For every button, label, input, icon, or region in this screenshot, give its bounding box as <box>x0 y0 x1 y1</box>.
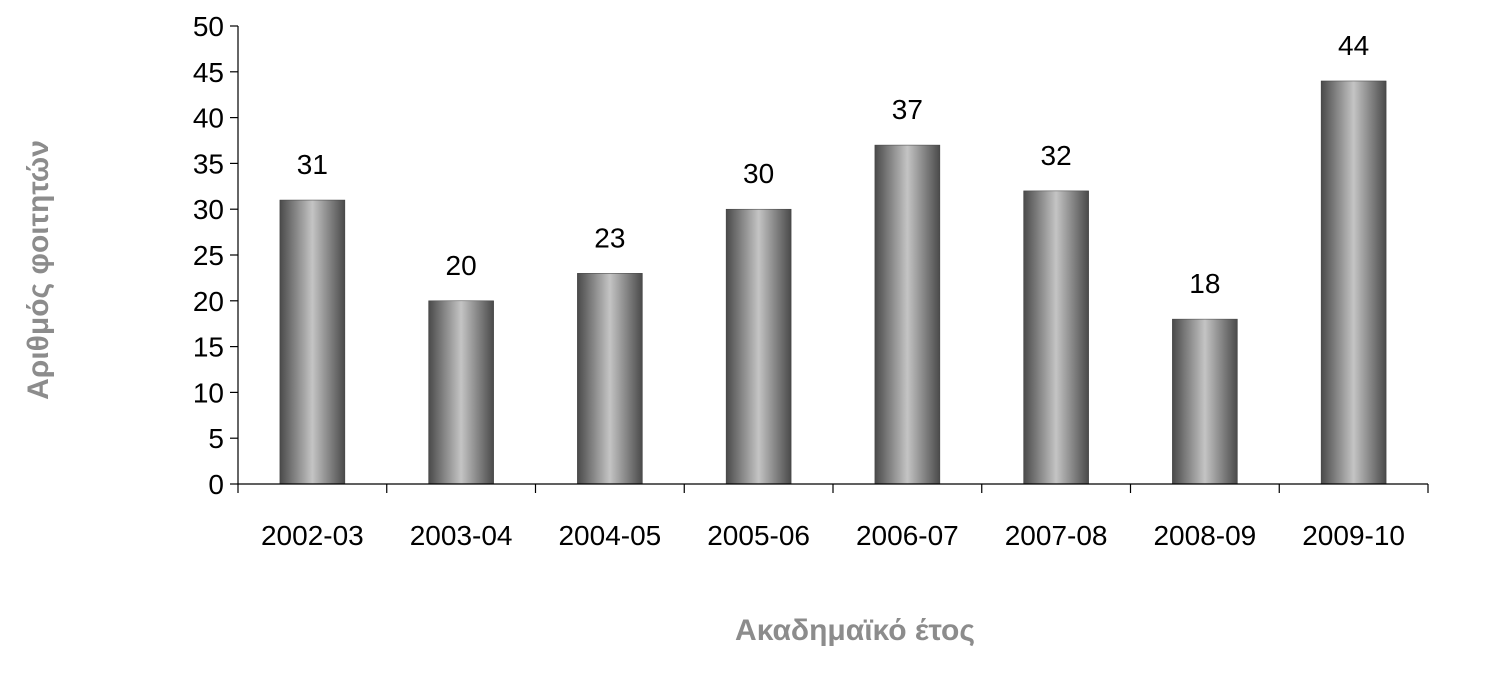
x-axis-title: Ακαδημαϊκό έτος <box>735 614 975 647</box>
y-tick-label: 25 <box>193 240 224 271</box>
x-tick-label: 2003-04 <box>410 520 513 551</box>
bars-group <box>279 80 1387 485</box>
bar-2002-03 <box>279 199 346 485</box>
bar-2009-10 <box>1320 80 1387 485</box>
bar-2004-05 <box>577 273 643 485</box>
data-label: 30 <box>743 158 774 189</box>
bar-2006-07 <box>874 144 941 485</box>
data-label: 44 <box>1338 30 1369 61</box>
y-tick-label: 15 <box>193 332 224 363</box>
x-tick-label: 2006-07 <box>856 520 959 551</box>
y-tick-label: 20 <box>193 286 224 317</box>
x-tick-label: 2009-10 <box>1302 520 1405 551</box>
bar-2007-08 <box>1023 190 1089 485</box>
x-tick-label: 2008-09 <box>1153 520 1256 551</box>
bar-2008-09 <box>1172 318 1238 485</box>
x-tick-label: 2002-03 <box>261 520 364 551</box>
y-tick-label: 30 <box>193 194 224 225</box>
y-tick-label: 5 <box>208 423 224 454</box>
data-label: 18 <box>1189 268 1220 299</box>
data-label: 31 <box>297 149 328 180</box>
x-tick-label: 2007-08 <box>1005 520 1108 551</box>
y-tick-label: 45 <box>193 57 224 88</box>
bar-2005-06 <box>725 208 792 485</box>
y-tick-label: 10 <box>193 377 224 408</box>
axes-group <box>230 25 1429 493</box>
data-label: 32 <box>1041 140 1072 171</box>
data-label: 37 <box>892 94 923 125</box>
data-label: 23 <box>594 222 625 253</box>
bar-2003-04 <box>428 300 494 485</box>
data-label: 20 <box>446 250 477 281</box>
x-tick-label: 2005-06 <box>707 520 810 551</box>
y-tick-label: 0 <box>208 469 224 500</box>
y-tick-label: 35 <box>193 148 224 179</box>
y-axis-title: Αριθμός φοιτητών <box>22 140 55 400</box>
y-tick-label: 40 <box>193 103 224 134</box>
y-tick-label: 50 <box>193 11 224 42</box>
x-tick-label: 2004-05 <box>558 520 661 551</box>
labels-group: 0 5 10 15 20 25 30 35 40 45 50 2002-03 2003-04 2004-0… <box>193 11 1405 551</box>
